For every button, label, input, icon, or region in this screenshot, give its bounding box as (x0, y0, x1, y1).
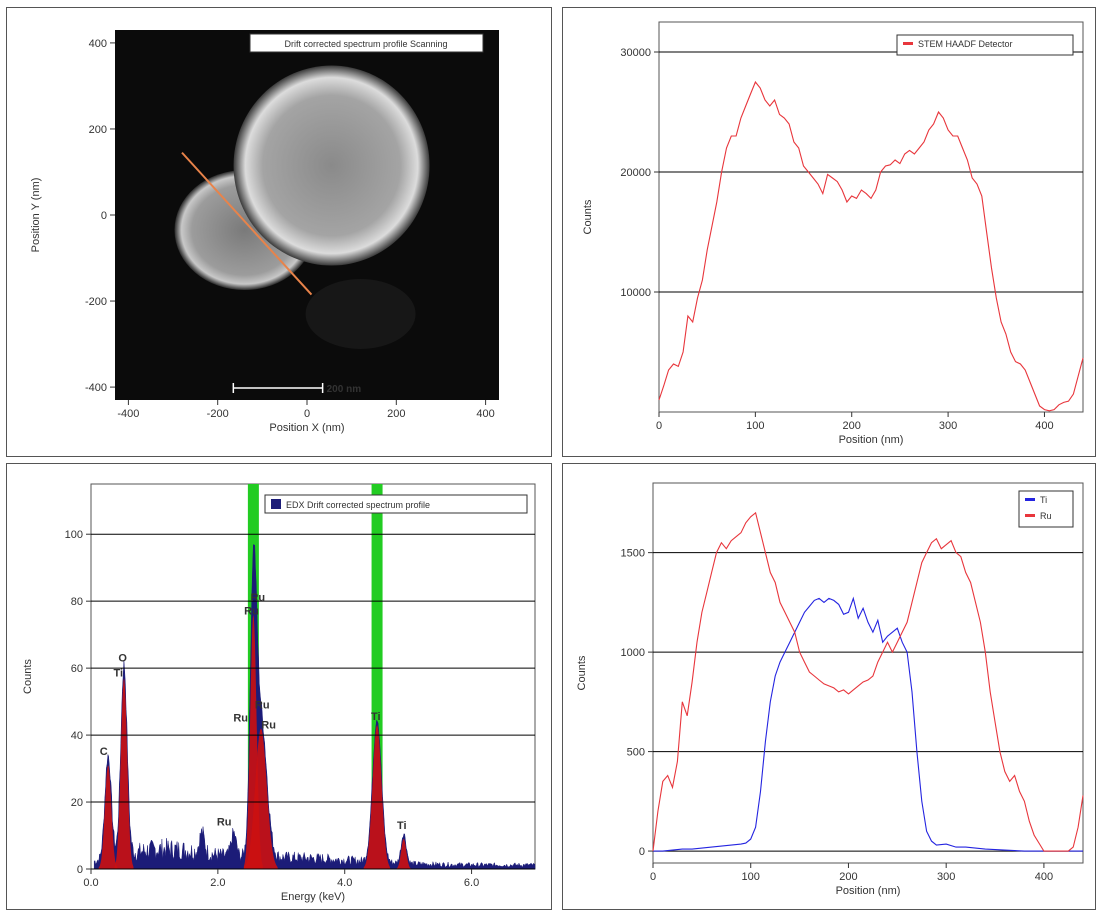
x-tick-label: 300 (937, 871, 955, 883)
y-tick-label: 80 (71, 596, 83, 608)
peak-label: Ru (217, 816, 232, 828)
x-tick-label: 4.0 (337, 877, 352, 889)
x-tick-label: 300 (939, 420, 957, 432)
plot-area (658, 21, 1084, 413)
y-tick-label: 200 (89, 124, 107, 136)
x-tick-label: -400 (117, 408, 139, 420)
element-profiles-panel: 0 500 1000 1500 0 100 200 300 400 Position (nm) Co… (562, 463, 1096, 910)
peak-label: Ti (371, 711, 381, 723)
legend-swatch (1025, 514, 1035, 517)
edx-spectrum-chart: 0 20 40 60 80 100 0.0 2.0 4.0 6.0 Energy (keV) Coun… (22, 483, 536, 903)
edx-peak-fill (363, 725, 391, 869)
large-particle (233, 65, 430, 266)
edx-peak-fill (243, 728, 279, 869)
faint-particle (305, 278, 416, 349)
y-tick-label: -200 (85, 296, 107, 308)
y-tick-label: 40 (71, 730, 83, 742)
x-tick-label: 6.0 (464, 877, 479, 889)
peak-label: Ti (397, 820, 407, 832)
y-tick-label: 400 (89, 38, 107, 50)
x-tick-label: -200 (207, 408, 229, 420)
x-axis-label: Position (nm) (839, 434, 904, 446)
x-tick-label: 400 (476, 408, 494, 420)
scale-bar-label: 200 nm (327, 384, 362, 395)
edx-peak-fill (396, 838, 412, 869)
legend-swatch (271, 499, 281, 509)
y-axis-label: Counts (576, 655, 588, 690)
y-tick-label: 30000 (620, 47, 651, 59)
haadf-image-chart: Drift corrected spectrum profile Scannin… (30, 30, 499, 434)
y-tick-label: 100 (65, 529, 83, 541)
x-tick-label: 400 (1035, 871, 1053, 883)
legend-label: EDX Drift corrected spectrum profile (286, 500, 430, 510)
peak-label: C (100, 746, 108, 758)
x-tick-label: 0 (650, 871, 656, 883)
x-tick-label: 100 (742, 871, 760, 883)
legend-label: Ru (1040, 511, 1052, 521)
peak-label: Ru (250, 592, 265, 604)
series-line-stem-haadf-detector (658, 80, 1084, 412)
y-tick-label: 1000 (621, 647, 645, 659)
edx-spectrum-panel: 0 20 40 60 80 100 0.0 2.0 4.0 6.0 Energy (keV) Coun… (6, 463, 552, 910)
element-profiles-chart: 0 500 1000 1500 0 100 200 300 400 Position (nm) Co… (576, 482, 1084, 897)
y-axis-label: Counts (22, 659, 34, 694)
y-tick-label: -400 (85, 382, 107, 394)
scan-line (181, 151, 313, 296)
x-tick-label: 0 (304, 408, 310, 420)
y-tick-label: 0 (101, 210, 107, 222)
peak-label: Ru (244, 606, 259, 618)
y-tick-label: 500 (627, 747, 645, 759)
plot-area (652, 482, 1084, 864)
y-axis-label: Position Y (nm) (30, 178, 42, 253)
peak-label: O (118, 652, 127, 664)
plot-area (90, 483, 536, 870)
stem-profile-chart: 10000 20000 30000 0 100 200 300 400 Position (nm… (582, 21, 1084, 446)
peak-label: Ti (113, 668, 123, 680)
x-tick-label: 400 (1035, 420, 1053, 432)
x-tick-label: 200 (387, 408, 405, 420)
x-tick-label: 200 (839, 871, 857, 883)
x-axis-label: Position (nm) (836, 885, 901, 897)
x-axis-label: Position X (nm) (269, 422, 344, 434)
edx-spectrum-area (93, 544, 536, 870)
y-axis-label: Counts (582, 199, 594, 234)
peak-label: Ru (255, 699, 270, 711)
y-tick-label: 0 (77, 864, 83, 876)
x-tick-label: 200 (843, 420, 861, 432)
legend-box (264, 494, 528, 514)
peak-label: Ru (233, 713, 248, 725)
x-tick-label: 0 (656, 420, 662, 432)
legend-box (896, 34, 1074, 56)
y-tick-label: 1500 (621, 548, 645, 560)
y-tick-label: 20000 (620, 167, 651, 179)
stem-profile-panel: 10000 20000 30000 0 100 200 300 400 Position (nm… (562, 7, 1096, 457)
edx-peak-fill (114, 678, 134, 869)
y-tick-label: 60 (71, 663, 83, 675)
y-tick-label: 10000 (620, 287, 651, 299)
x-axis-label: Energy (keV) (281, 891, 345, 903)
x-tick-label: 100 (746, 420, 764, 432)
legend-label: STEM HAADF Detector (918, 39, 1013, 49)
legend-label: Ti (1040, 495, 1047, 505)
legend-box (1018, 490, 1074, 528)
y-tick-label: 0 (639, 846, 645, 858)
legend-swatch (1025, 498, 1035, 501)
peak-label: Ru (261, 719, 276, 731)
element-marker-band (371, 484, 383, 869)
y-tick-label: 20 (71, 797, 83, 809)
haadf-image-panel: Drift corrected spectrum profile Scannin… (6, 7, 552, 457)
series-line-ti (653, 596, 1083, 852)
x-tick-label: 0.0 (83, 877, 98, 889)
x-tick-label: 2.0 (210, 877, 225, 889)
legend-swatch (903, 42, 913, 45)
image-title: Drift corrected spectrum profile Scannin… (284, 39, 447, 49)
edx-peak-fill (98, 765, 118, 869)
series-line-ru (652, 511, 1084, 852)
image-title-box (249, 33, 484, 53)
